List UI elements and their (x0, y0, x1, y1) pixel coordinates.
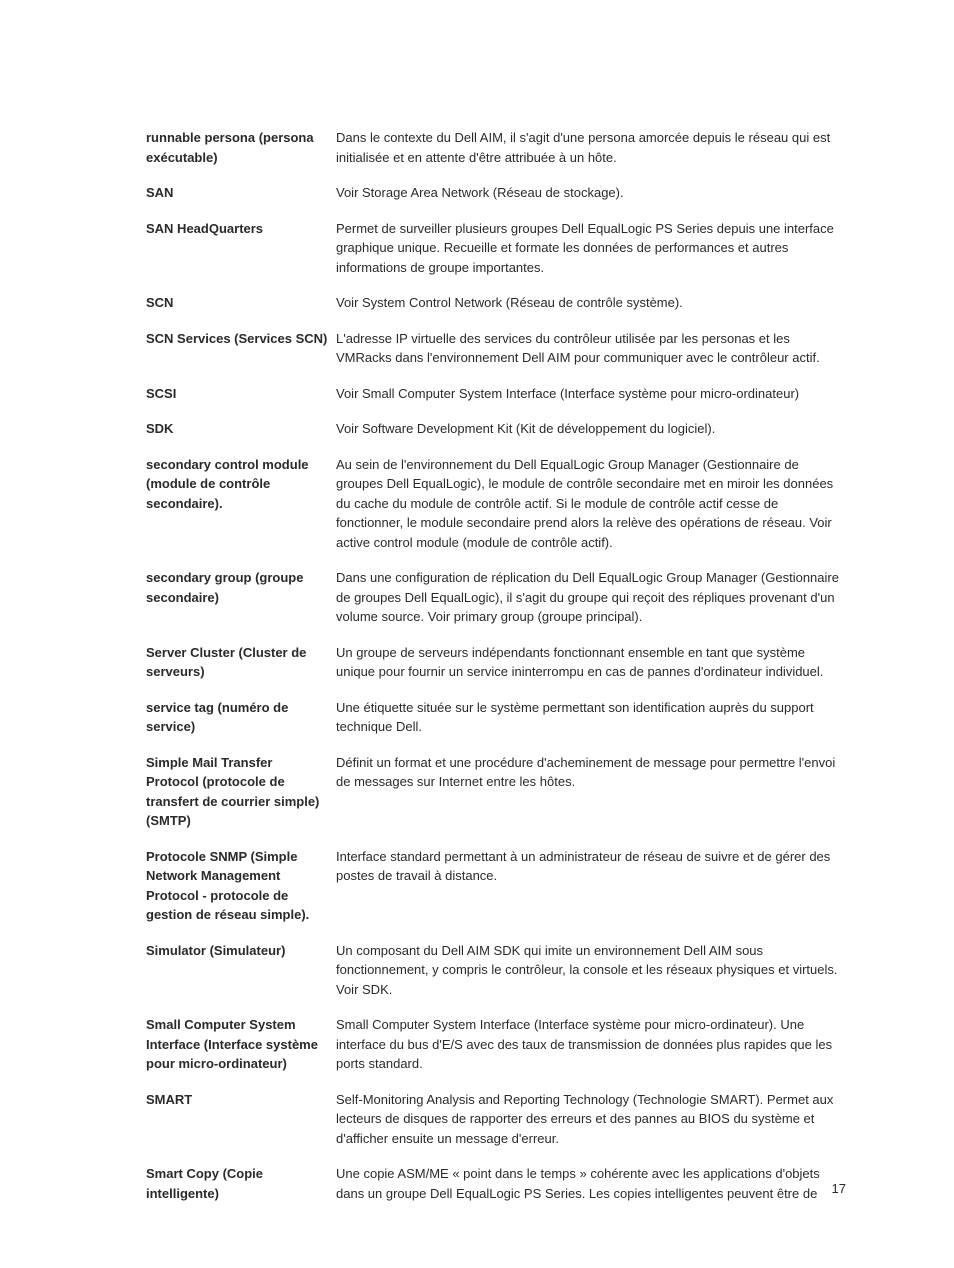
glossary-definition: Voir Storage Area Network (Réseau de sto… (336, 183, 846, 203)
glossary-row: runnable persona (persona exécutable)Dan… (146, 128, 846, 167)
glossary-term: SDK (146, 419, 336, 439)
glossary-term: secondary group (groupe secondaire) (146, 568, 336, 627)
glossary-definition: Voir Small Computer System Interface (In… (336, 384, 846, 404)
glossary-term: Simulator (Simulateur) (146, 941, 336, 1000)
glossary-row: Simulator (Simulateur)Un composant du De… (146, 941, 846, 1000)
glossary-row: Simple Mail Transfer Protocol (protocole… (146, 753, 846, 831)
page-number: 17 (832, 1179, 846, 1199)
glossary-term: SCN (146, 293, 336, 313)
glossary-row: secondary control module (module de cont… (146, 455, 846, 553)
glossary-term: Smart Copy (Copie intelligente) (146, 1164, 336, 1203)
glossary-term: SCSI (146, 384, 336, 404)
glossary-term: Server Cluster (Cluster de serveurs) (146, 643, 336, 682)
glossary-definition: Dans une configuration de réplication du… (336, 568, 846, 627)
glossary-definition: Self-Monitoring Analysis and Reporting T… (336, 1090, 846, 1149)
glossary-term: service tag (numéro de service) (146, 698, 336, 737)
glossary-definition: Permet de surveiller plusieurs groupes D… (336, 219, 846, 278)
glossary-row: secondary group (groupe secondaire)Dans … (146, 568, 846, 627)
glossary-list: runnable persona (persona exécutable)Dan… (146, 128, 846, 1203)
glossary-row: SANVoir Storage Area Network (Réseau de … (146, 183, 846, 203)
glossary-definition: Une étiquette située sur le système perm… (336, 698, 846, 737)
glossary-term: SMART (146, 1090, 336, 1149)
glossary-term: runnable persona (persona exécutable) (146, 128, 336, 167)
glossary-row: SMARTSelf-Monitoring Analysis and Report… (146, 1090, 846, 1149)
glossary-term: Simple Mail Transfer Protocol (protocole… (146, 753, 336, 831)
glossary-term: SAN HeadQuarters (146, 219, 336, 278)
glossary-definition: Small Computer System Interface (Interfa… (336, 1015, 846, 1074)
glossary-page: runnable persona (persona exécutable)Dan… (0, 0, 954, 1268)
glossary-term: SAN (146, 183, 336, 203)
glossary-term: Small Computer System Interface (Interfa… (146, 1015, 336, 1074)
glossary-row: Smart Copy (Copie intelligente)Une copie… (146, 1164, 846, 1203)
glossary-row: SAN HeadQuartersPermet de surveiller plu… (146, 219, 846, 278)
glossary-row: SCNVoir System Control Network (Réseau d… (146, 293, 846, 313)
glossary-row: Protocole SNMP (Simple Network Managemen… (146, 847, 846, 925)
glossary-term: Protocole SNMP (Simple Network Managemen… (146, 847, 336, 925)
glossary-definition: Dans le contexte du Dell AIM, il s'agit … (336, 128, 846, 167)
glossary-definition: L'adresse IP virtuelle des services du c… (336, 329, 846, 368)
glossary-definition: Une copie ASM/ME « point dans le temps »… (336, 1164, 846, 1203)
glossary-row: Server Cluster (Cluster de serveurs)Un g… (146, 643, 846, 682)
glossary-row: SCN Services (Services SCN)L'adresse IP … (146, 329, 846, 368)
glossary-row: Small Computer System Interface (Interfa… (146, 1015, 846, 1074)
glossary-term: secondary control module (module de cont… (146, 455, 336, 553)
glossary-definition: Au sein de l'environnement du Dell Equal… (336, 455, 846, 553)
glossary-definition: Interface standard permettant à un admin… (336, 847, 846, 925)
glossary-definition: Un groupe de serveurs indépendants fonct… (336, 643, 846, 682)
glossary-row: SDKVoir Software Development Kit (Kit de… (146, 419, 846, 439)
glossary-definition: Voir Software Development Kit (Kit de dé… (336, 419, 846, 439)
glossary-definition: Un composant du Dell AIM SDK qui imite u… (336, 941, 846, 1000)
glossary-definition: Voir System Control Network (Réseau de c… (336, 293, 846, 313)
glossary-row: service tag (numéro de service)Une étiqu… (146, 698, 846, 737)
glossary-row: SCSIVoir Small Computer System Interface… (146, 384, 846, 404)
glossary-term: SCN Services (Services SCN) (146, 329, 336, 368)
glossary-definition: Définit un format et une procédure d'ach… (336, 753, 846, 831)
